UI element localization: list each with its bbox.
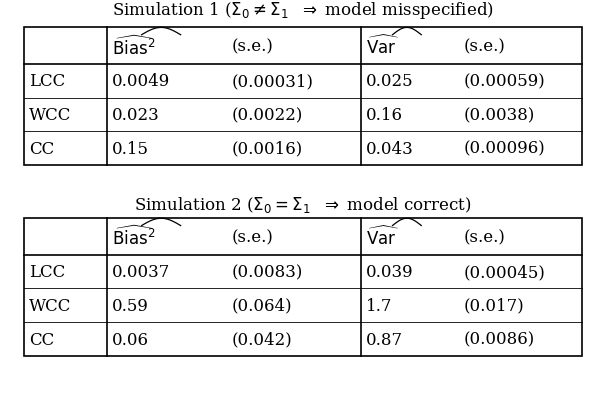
Text: 0.16: 0.16 — [366, 107, 403, 124]
Text: CC: CC — [29, 141, 54, 157]
Text: (0.00059): (0.00059) — [464, 73, 545, 90]
Text: $\widehat{\mathrm{Bias}}^2$: $\widehat{\mathrm{Bias}}^2$ — [112, 35, 155, 58]
Text: WCC: WCC — [29, 107, 71, 124]
Text: 0.025: 0.025 — [366, 73, 413, 90]
Text: (0.0083): (0.0083) — [232, 264, 303, 280]
Text: 0.039: 0.039 — [366, 264, 413, 280]
Text: CC: CC — [29, 331, 54, 347]
Text: 0.0049: 0.0049 — [112, 73, 170, 90]
Text: (0.0022): (0.0022) — [232, 107, 303, 124]
Text: (0.0016): (0.0016) — [232, 141, 303, 157]
Text: LCC: LCC — [29, 264, 65, 280]
Text: (0.017): (0.017) — [464, 297, 524, 314]
Text: 0.15: 0.15 — [112, 141, 149, 157]
Text: $\widehat{\mathrm{Var}}$: $\widehat{\mathrm{Var}}$ — [366, 226, 400, 248]
Text: 0.043: 0.043 — [366, 141, 413, 157]
Text: 0.0037: 0.0037 — [112, 264, 170, 280]
Text: (0.0086): (0.0086) — [464, 331, 535, 347]
Text: Simulation 1 ($\Sigma_0 \neq \Sigma_1$  $\Rightarrow$ model misspecified): Simulation 1 ($\Sigma_0 \neq \Sigma_1$ $… — [112, 0, 494, 21]
Text: 0.023: 0.023 — [112, 107, 160, 124]
Text: (s.e.): (s.e.) — [232, 228, 274, 245]
Text: WCC: WCC — [29, 297, 71, 314]
Text: 0.06: 0.06 — [112, 331, 149, 347]
Text: (0.0038): (0.0038) — [464, 107, 535, 124]
Text: 0.59: 0.59 — [112, 297, 149, 314]
Text: 1.7: 1.7 — [366, 297, 392, 314]
Text: (0.00031): (0.00031) — [232, 73, 314, 90]
Text: (s.e.): (s.e.) — [464, 38, 505, 55]
Text: (0.042): (0.042) — [232, 331, 292, 347]
Text: Simulation 2 ($\Sigma_0 = \Sigma_1$  $\Rightarrow$ model correct): Simulation 2 ($\Sigma_0 = \Sigma_1$ $\Ri… — [134, 194, 472, 215]
Text: $\widehat{\mathrm{Var}}$: $\widehat{\mathrm{Var}}$ — [366, 35, 400, 58]
Text: $\widehat{\mathrm{Bias}}^2$: $\widehat{\mathrm{Bias}}^2$ — [112, 225, 155, 249]
Text: (s.e.): (s.e.) — [232, 38, 274, 55]
Text: (0.00045): (0.00045) — [464, 264, 545, 280]
Text: 0.87: 0.87 — [366, 331, 403, 347]
Text: (s.e.): (s.e.) — [464, 228, 505, 245]
Text: (0.00096): (0.00096) — [464, 141, 545, 157]
Text: (0.064): (0.064) — [232, 297, 292, 314]
Text: LCC: LCC — [29, 73, 65, 90]
